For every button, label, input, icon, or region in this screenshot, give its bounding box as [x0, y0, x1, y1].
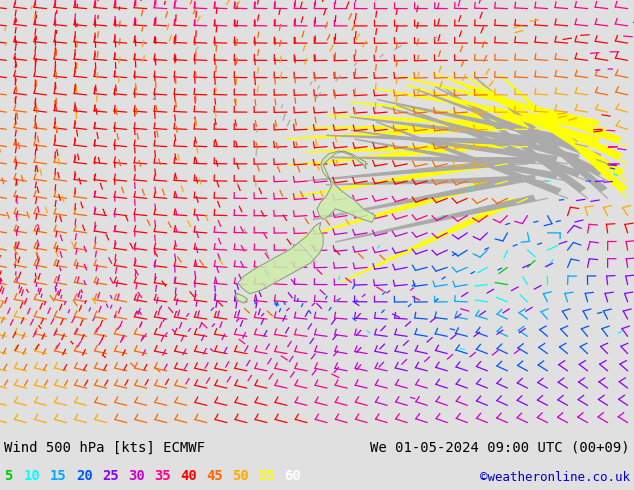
Polygon shape — [291, 160, 495, 197]
Polygon shape — [306, 141, 515, 152]
Text: 20: 20 — [76, 469, 93, 483]
Polygon shape — [350, 117, 557, 145]
Polygon shape — [435, 86, 603, 176]
Polygon shape — [327, 135, 536, 146]
Polygon shape — [434, 74, 621, 143]
Text: We 01-05-2024 09:00 UTC (00+09): We 01-05-2024 09:00 UTC (00+09) — [370, 441, 630, 454]
Text: 55: 55 — [258, 469, 275, 483]
Polygon shape — [500, 75, 627, 191]
Polygon shape — [301, 179, 496, 237]
Polygon shape — [306, 123, 515, 129]
Polygon shape — [354, 139, 558, 179]
Polygon shape — [415, 89, 600, 160]
Text: 35: 35 — [154, 469, 171, 483]
Polygon shape — [286, 124, 495, 139]
Polygon shape — [351, 130, 557, 162]
Text: ©weatheronline.co.uk: ©weatheronline.co.uk — [480, 471, 630, 484]
Polygon shape — [335, 196, 535, 242]
Text: 15: 15 — [50, 469, 67, 483]
Polygon shape — [446, 77, 622, 159]
Polygon shape — [307, 159, 515, 181]
Polygon shape — [476, 77, 607, 192]
Polygon shape — [400, 76, 598, 126]
Polygon shape — [349, 102, 557, 128]
Polygon shape — [326, 176, 535, 185]
Polygon shape — [382, 106, 579, 161]
Text: 10: 10 — [24, 469, 41, 483]
Polygon shape — [317, 151, 375, 222]
Polygon shape — [326, 157, 535, 164]
Text: 5: 5 — [4, 469, 13, 483]
Polygon shape — [441, 85, 585, 192]
Text: 50: 50 — [232, 469, 249, 483]
Polygon shape — [238, 222, 323, 294]
Polygon shape — [235, 294, 247, 303]
Polygon shape — [287, 142, 495, 166]
Polygon shape — [376, 122, 561, 194]
Polygon shape — [313, 178, 515, 220]
Polygon shape — [327, 116, 536, 128]
Polygon shape — [377, 99, 578, 144]
Text: 25: 25 — [102, 469, 119, 483]
Polygon shape — [342, 198, 517, 282]
Polygon shape — [396, 105, 581, 177]
Polygon shape — [467, 77, 624, 175]
Text: 30: 30 — [128, 469, 145, 483]
Polygon shape — [374, 89, 578, 127]
Text: 45: 45 — [206, 469, 223, 483]
Polygon shape — [405, 85, 599, 143]
Text: 60: 60 — [284, 469, 301, 483]
Text: Wind 500 hPa [kts] ECMWF: Wind 500 hPa [kts] ECMWF — [4, 441, 205, 454]
Text: 40: 40 — [180, 469, 197, 483]
